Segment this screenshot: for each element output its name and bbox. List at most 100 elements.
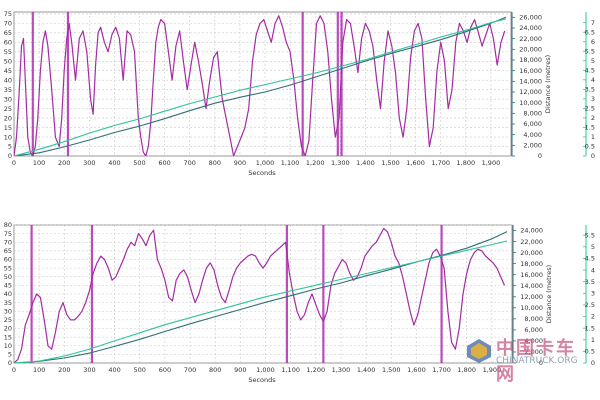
- y-left-tick-label: 35: [4, 86, 12, 94]
- x-tick-label: 1,400: [357, 366, 376, 374]
- x-tick-label: 900: [234, 366, 246, 374]
- y-left-tick-label: 20: [4, 325, 12, 333]
- speed-series-line: [14, 15, 506, 156]
- y-right-tick-label: 8,000: [523, 110, 542, 118]
- y-right-tick-label: 0: [539, 359, 543, 367]
- x-tick-label: 0: [12, 159, 16, 167]
- watermark: 中国卡车网 CHINATRUCK.ORG: [462, 334, 594, 385]
- x-tick-label: 1,200: [306, 159, 325, 167]
- y-right-tick-label: 20,000: [520, 249, 543, 257]
- x-axis-title: Seconds: [248, 376, 276, 384]
- y-right-tick-label: 4,000: [524, 337, 543, 345]
- x-tick-label: 1,200: [307, 366, 326, 374]
- y-left-tick-label: 0: [8, 359, 12, 367]
- far-axis-series-line: [14, 240, 508, 363]
- distance-series-line: [14, 16, 507, 156]
- y-right-tick-label: 16,000: [519, 67, 542, 75]
- x-tick-label: 0: [12, 366, 16, 374]
- x-tick-label: 1,400: [356, 159, 375, 167]
- y-left-tick-label: 75: [4, 230, 12, 238]
- x-tick-label: 1,700: [431, 159, 450, 167]
- y-far-tick-label: 2: [591, 114, 595, 122]
- y-left-tick-label: 50: [4, 273, 12, 281]
- x-tick-label: 1,100: [281, 366, 300, 374]
- x-tick-label: 1,500: [382, 366, 401, 374]
- y-right-tick-label: 24,000: [519, 24, 542, 32]
- y-left-tick-label: 60: [4, 39, 12, 47]
- plot-series-group: [14, 225, 508, 363]
- y-far-tick-label: 3: [591, 290, 595, 298]
- y-left-tick-label: 65: [4, 247, 12, 255]
- y-left-tick-label: 65: [4, 29, 12, 37]
- y-far-tick-label: 2: [591, 313, 595, 321]
- x-tick-label: 500: [133, 159, 145, 167]
- y-left-tick-label: 25: [4, 105, 12, 113]
- y-left-tick-label: 15: [4, 333, 12, 341]
- x-tick-label: 900: [234, 159, 246, 167]
- y-right-tick-label: 18,000: [519, 56, 542, 64]
- y-left-tick-label: 15: [4, 124, 12, 132]
- y-right-tick-label: 10,000: [520, 304, 543, 312]
- watermark-chinese: 中国卡车网: [496, 338, 576, 385]
- y-right-axis-title: Distance (metres): [545, 265, 553, 323]
- x-tick-label: 1,900: [482, 159, 501, 167]
- x-tick-label: 1,600: [407, 366, 426, 374]
- y-left-tick-label: 5: [8, 351, 12, 359]
- x-tick-label: 300: [83, 366, 95, 374]
- y-far-tick-label: 0: [591, 359, 595, 367]
- x-tick-label: 700: [184, 366, 196, 374]
- x-tick-label: 100: [33, 366, 45, 374]
- y-far-tick-label: 3.5: [585, 86, 595, 94]
- y-right-axis-title: Distance (metres): [544, 55, 552, 113]
- y-right-tick-label: 12,000: [519, 88, 542, 96]
- y-right-tick-label: 20,000: [519, 46, 542, 54]
- y-left-tick-label: 70: [4, 238, 12, 246]
- x-tick-label: 200: [58, 366, 70, 374]
- y-right-tick-label: 22,000: [519, 35, 542, 43]
- y-left-tick-label: 10: [4, 342, 12, 350]
- y-far-tick-label: 0.5: [585, 143, 595, 151]
- y-far-tick-label: 3: [591, 95, 595, 103]
- y-far-tick-label: 1.5: [585, 324, 595, 332]
- x-tick-label: 1,700: [432, 366, 451, 374]
- x-tick-label: 300: [83, 159, 95, 167]
- y-far-tick-label: 6.5: [585, 28, 595, 36]
- truck-logo-icon: [467, 339, 491, 363]
- y-left-tick-label: 45: [4, 67, 12, 75]
- y-right-tick-label: 6,000: [524, 326, 543, 334]
- x-tick-label: 1,000: [256, 366, 275, 374]
- y-left-tick-label: 75: [4, 10, 12, 18]
- speed-distance-chart-top: 0 100 200 300 400 500 600 700 800 900 1,000 1,100 1,…: [4, 10, 595, 177]
- y-left-tick-label: 80: [4, 221, 12, 229]
- y-right-tick-label: 6,000: [523, 120, 542, 128]
- y-far-tick-label: 4: [591, 266, 595, 274]
- y-far-tick-label: 5: [591, 243, 595, 251]
- y-far-tick-label: 0.5: [585, 348, 595, 356]
- x-tick-label: 1,300: [331, 159, 350, 167]
- watermark-english: CHINATRUCK.ORG: [496, 356, 578, 366]
- y-far-tick-label: 1.5: [585, 124, 595, 132]
- y-right-tick-label: 2,000: [523, 142, 542, 150]
- y-left-tick-label: 20: [4, 114, 12, 122]
- x-tick-label: 200: [58, 159, 70, 167]
- y-right-tick-label: 10,000: [519, 99, 542, 107]
- x-tick-label: 500: [134, 366, 146, 374]
- y-left-tick-label: 55: [4, 48, 12, 56]
- y-far-tick-label: 4.5: [585, 255, 595, 263]
- x-tick-label: 1,800: [457, 366, 476, 374]
- y-far-tick-label: 5.5: [585, 47, 595, 55]
- y-right-tick-label: 24,000: [520, 227, 543, 235]
- x-axis-title: Seconds: [248, 169, 276, 177]
- x-tick-label: 700: [183, 159, 195, 167]
- y-left-tick-label: 25: [4, 316, 12, 324]
- y-left-tick-label: 5: [8, 143, 12, 151]
- y-left-tick-label: 10: [4, 133, 12, 141]
- speed-distance-chart-bottom: 0 100 200 300 400 500 600 700 800 900 1,000 1,100 1,…: [4, 221, 595, 384]
- y-right-tick-label: 2,000: [524, 348, 543, 356]
- y-right-tick-label: 4,000: [523, 131, 542, 139]
- y-far-tick-label: 4.5: [585, 66, 595, 74]
- y-left-tick-label: 70: [4, 20, 12, 28]
- x-tick-label: 1,600: [406, 159, 425, 167]
- y-far-tick-label: 2.5: [585, 105, 595, 113]
